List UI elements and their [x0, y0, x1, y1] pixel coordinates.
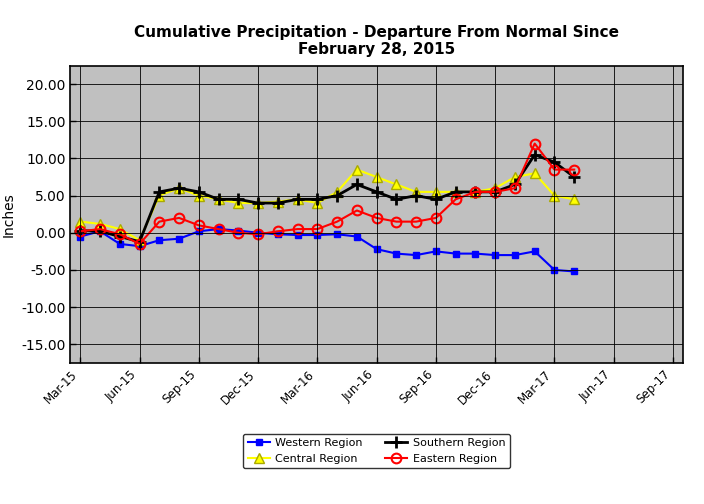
Title: Cumulative Precipitation - Departure From Normal Since
February 28, 2015: Cumulative Precipitation - Departure Fro…: [134, 25, 619, 57]
Legend: Western Region, Central Region, Southern Region, Eastern Region: Western Region, Central Region, Southern…: [244, 434, 510, 468]
Y-axis label: Inches: Inches: [1, 192, 15, 236]
